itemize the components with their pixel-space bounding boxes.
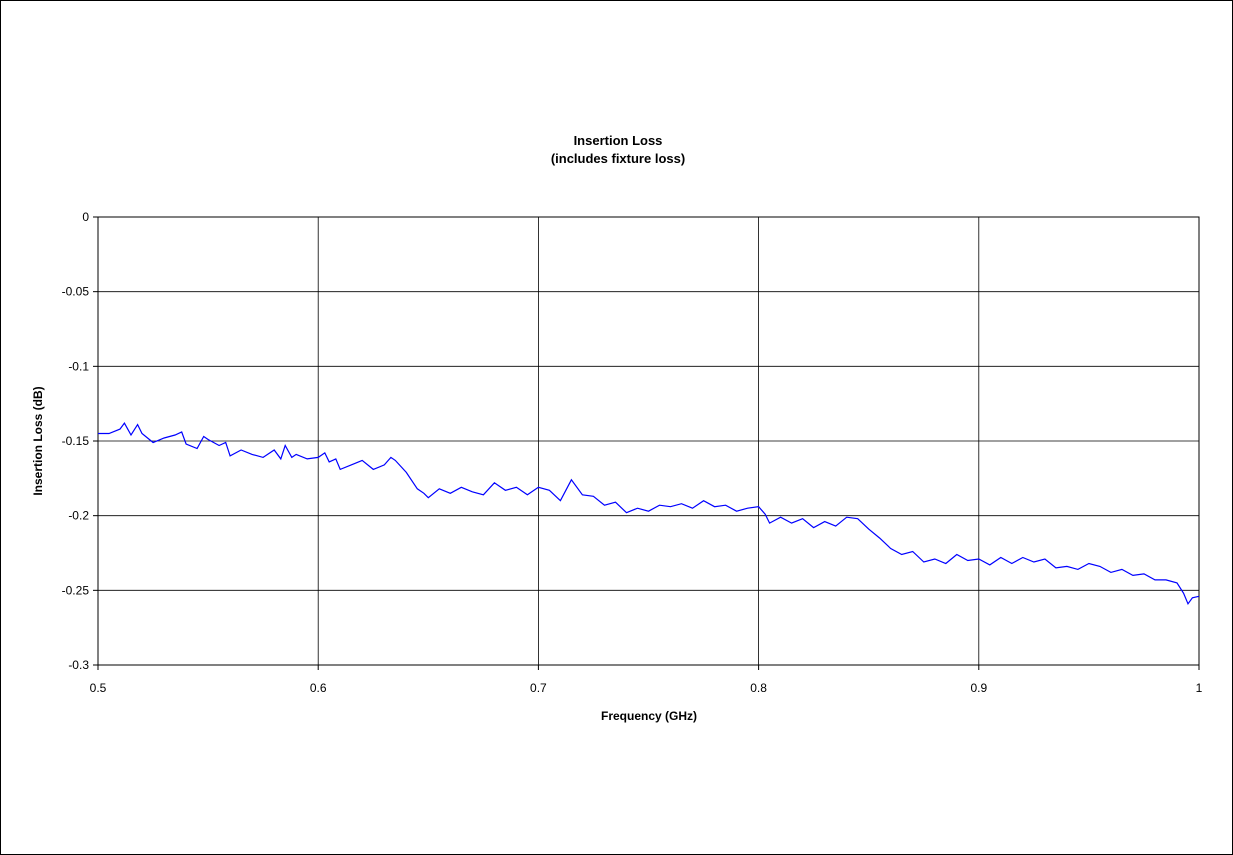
y-axis-label: Insertion Loss (dB) <box>31 386 45 495</box>
y-tick-labels: 0 -0.05 -0.1 -0.15 -0.2 -0.25 -0.3 <box>62 210 90 672</box>
plot-area <box>97 216 1200 666</box>
x-tick-label: 0.5 <box>90 681 107 695</box>
x-tick-label: 1 <box>1196 681 1203 695</box>
y-tick-label: -0.2 <box>68 509 89 523</box>
x-axis-label: Frequency (GHz) <box>601 709 697 723</box>
x-tick-label: 0.9 <box>970 681 987 695</box>
y-tick-label: -0.15 <box>62 434 90 448</box>
y-tick-label: -0.3 <box>68 658 89 672</box>
series-line <box>98 421 1200 606</box>
y-tick-label: -0.25 <box>62 583 90 597</box>
chart-title: Insertion Loss <box>574 133 663 148</box>
x-tick-labels: 0.5 0.6 0.7 0.8 0.9 1 <box>90 681 1203 695</box>
y-tick-label: 0 <box>82 210 89 224</box>
grid-layer <box>93 216 1200 670</box>
x-tick-label: 0.8 <box>750 681 767 695</box>
chart-subtitle: (includes fixture loss) <box>551 151 685 166</box>
x-tick-label: 0.6 <box>310 681 327 695</box>
y-tick-label: -0.05 <box>62 285 90 299</box>
y-tick-label: -0.1 <box>68 359 89 373</box>
x-tick-label: 0.7 <box>530 681 547 695</box>
